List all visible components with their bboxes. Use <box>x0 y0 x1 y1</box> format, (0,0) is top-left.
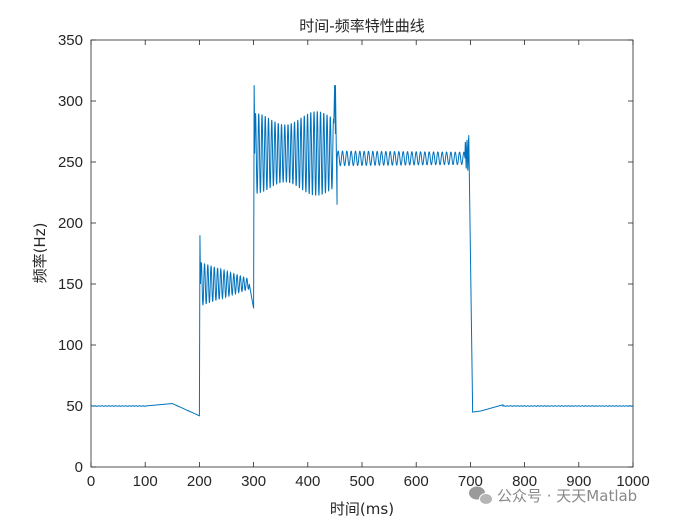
x-tick-label: 300 <box>241 473 266 490</box>
x-axis-ticks: 0 100 200 300 400 500 600 700 800 900 1000 <box>87 40 650 490</box>
x-tick-label: 1000 <box>616 473 649 490</box>
x-tick-label: 0 <box>87 473 95 490</box>
x-tick-label: 800 <box>512 473 537 490</box>
x-tick-label: 500 <box>349 473 374 490</box>
x-tick-label: 900 <box>566 473 591 490</box>
wechat-icon <box>469 486 493 505</box>
y-tick-label: 50 <box>66 398 83 415</box>
y-tick-label: 300 <box>58 93 83 110</box>
y-tick-label: 350 <box>58 32 83 49</box>
y-tick-label: 250 <box>58 154 83 171</box>
x-axis-label: 时间(ms) <box>330 500 394 518</box>
watermark-text: 公众号 · 天天Matlab <box>497 487 637 505</box>
y-axis-label: 频率(Hz) <box>31 223 49 284</box>
y-axis-ticks: 0 50 100 150 200 250 300 350 <box>58 32 633 476</box>
y-tick-label: 0 <box>75 459 83 476</box>
y-tick-label: 100 <box>58 337 83 354</box>
y-tick-label: 200 <box>58 215 83 232</box>
chart-title: 时间-频率特性曲线 <box>299 17 424 35</box>
x-tick-label: 700 <box>458 473 483 490</box>
series-line-frequency <box>90 85 634 417</box>
x-tick-label: 100 <box>133 473 158 490</box>
watermark: 公众号 · 天天Matlab <box>469 486 637 505</box>
axes-box <box>90 39 634 468</box>
x-tick-label: 600 <box>404 473 429 490</box>
x-tick-label: 400 <box>295 473 320 490</box>
x-tick-label: 200 <box>187 473 212 490</box>
y-tick-label: 150 <box>58 276 83 293</box>
